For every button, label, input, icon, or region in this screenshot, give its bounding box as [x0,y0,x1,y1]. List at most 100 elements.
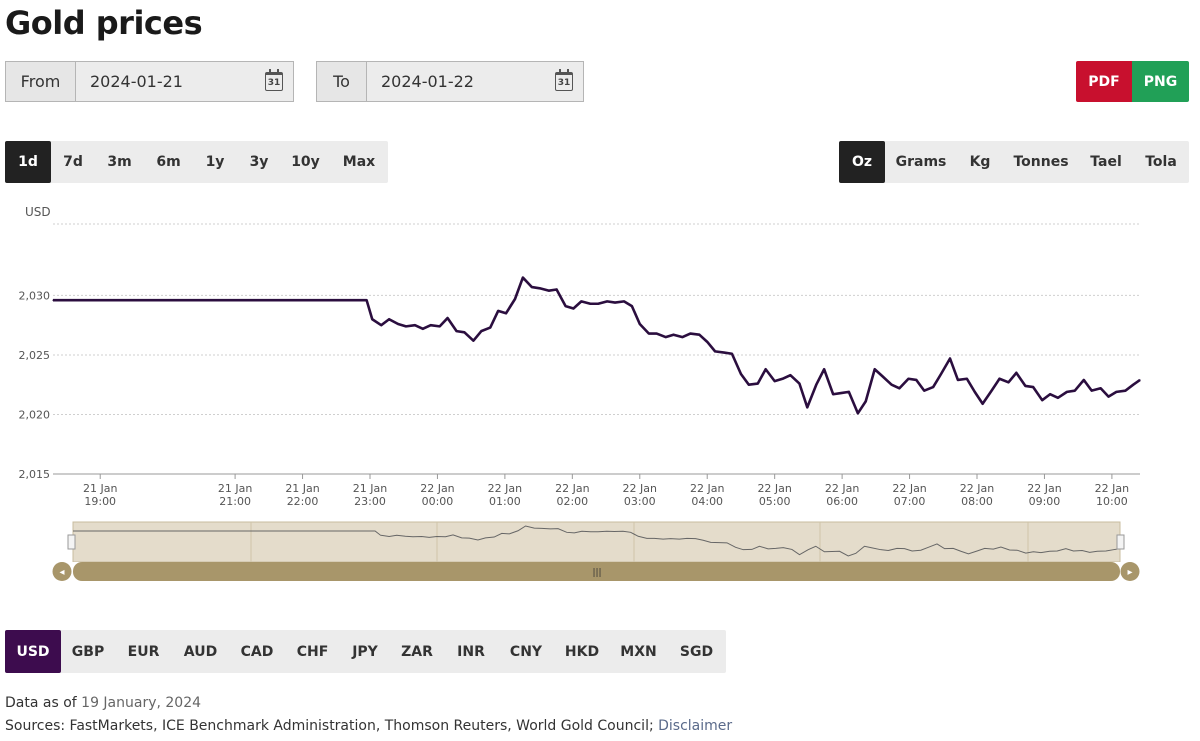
unit-button-oz[interactable]: Oz [839,141,885,183]
disclaimer-link[interactable]: Disclaimer [658,718,733,734]
period-button-1d[interactable]: 1d [5,141,51,183]
x-tick-label: 22 Jan [690,482,724,495]
png-export-button[interactable]: PNG [1132,61,1189,102]
currency-button-gbp[interactable]: GBP [71,643,105,660]
price-point [890,384,893,386]
price-point [1124,390,1126,392]
calendar-icon[interactable]: 31 [265,69,283,91]
x-tick-label: 21:00 [219,495,251,508]
price-point [1057,397,1059,399]
price-point [1074,390,1076,392]
x-tick-label: 22:00 [287,495,319,508]
price-point [480,330,482,332]
price-point [848,391,850,393]
x-tick-label: 05:00 [759,495,791,508]
unit-button-tonnes[interactable]: Tonnes [1013,154,1069,170]
price-point [522,276,524,279]
x-tick-label: 21 Jan [285,482,319,495]
price-point [1032,386,1034,388]
price-point [397,323,399,325]
price-point [1100,387,1102,389]
price-point [798,382,800,385]
price-point [455,330,458,332]
to-date-input[interactable]: 2024-01-22 31 [367,62,583,101]
x-tick-label: 21 Jan [353,482,387,495]
price-point [366,299,368,301]
currency-button-cad[interactable]: CAD [240,643,274,660]
currency-button-sgd[interactable]: SGD [679,643,714,660]
currency-button-zar[interactable]: ZAR [401,643,433,660]
currency-button-mxn[interactable]: MXN [620,643,657,660]
price-point [672,334,675,336]
period-button-3y[interactable]: 3y [249,154,269,170]
period-button-3m[interactable]: 3m [107,154,132,170]
period-button-10y[interactable]: 10y [291,154,320,170]
period-selector: 1d 7d 3m 6m 1y 3y 10y Max [5,141,388,183]
price-point [681,336,684,338]
price-series-line [53,276,1141,415]
price-point [840,392,842,394]
period-button-7d[interactable]: 7d [63,154,83,170]
price-point [430,324,432,326]
price-point [857,412,859,414]
period-button-6m[interactable]: 6m [156,154,181,170]
price-point [1139,379,1141,381]
from-date-group: From 2024-01-21 31 [5,61,294,102]
price-point [572,307,575,310]
data-as-of: Data as of 19 January, 2024 [5,695,201,711]
x-tick-label: 22 Jan [488,482,522,495]
sources-text: Sources: FastMarkets, ICE Benchmark Admi… [5,718,654,734]
price-point [497,310,499,312]
price-point [998,378,1001,380]
currency-button-hkd[interactable]: HKD [564,643,600,660]
unit-button-kg[interactable]: Kg [969,154,991,170]
x-tick-label: 22 Jan [555,482,589,495]
pdf-export-button[interactable]: PDF [1076,61,1132,102]
to-date-group: To 2024-01-22 31 [316,61,584,102]
currency-button-aud[interactable]: AUD [183,643,218,660]
price-point [832,393,834,395]
period-button-max[interactable]: Max [342,154,376,170]
price-point [874,368,876,370]
y-tick-label: 2,020 [19,408,51,421]
currency-button-cny[interactable]: CNY [509,643,543,660]
currency-button-jpy[interactable]: JPY [352,643,378,660]
unit-button-tola[interactable]: Tola [1145,154,1177,170]
navigator-window [72,521,1121,563]
price-point [371,318,373,320]
price-point [597,303,599,305]
x-tick-label: 01:00 [489,495,521,508]
chevron-right-icon: ▸ [1127,567,1132,578]
period-button-1y[interactable]: 1y [205,154,225,170]
price-point [606,300,608,302]
unit-button-tael[interactable]: Tael [1090,154,1122,170]
y-axis-label: USD [25,205,51,219]
price-point [923,390,925,392]
unit-button-grams[interactable]: Grams [895,154,947,170]
calendar-icon[interactable]: 31 [555,69,573,91]
currency-button-inr[interactable]: INR [457,643,485,660]
price-point [472,340,475,342]
price-point [463,331,466,333]
currency-button-chf[interactable]: CHF [296,643,329,660]
to-label: To [317,62,367,101]
x-tick-label: 08:00 [961,495,993,508]
price-point [823,368,825,370]
from-label: From [6,62,76,101]
price-point [957,379,959,381]
price-point [898,387,901,389]
currency-button-usd[interactable]: USD [5,630,61,673]
price-point [388,318,390,320]
x-tick-label: 02:00 [556,495,588,508]
price-point [439,325,441,327]
currency-button-eur[interactable]: EUR [127,643,160,660]
x-tick-label: 22 Jan [1027,482,1061,495]
price-point [380,324,382,326]
price-point [806,406,808,408]
price-point [1115,391,1117,393]
x-tick-label: 04:00 [691,495,723,508]
price-point [589,303,591,305]
x-tick-label: 22 Jan [825,482,859,495]
from-date-input[interactable]: 2024-01-21 31 [76,62,293,101]
